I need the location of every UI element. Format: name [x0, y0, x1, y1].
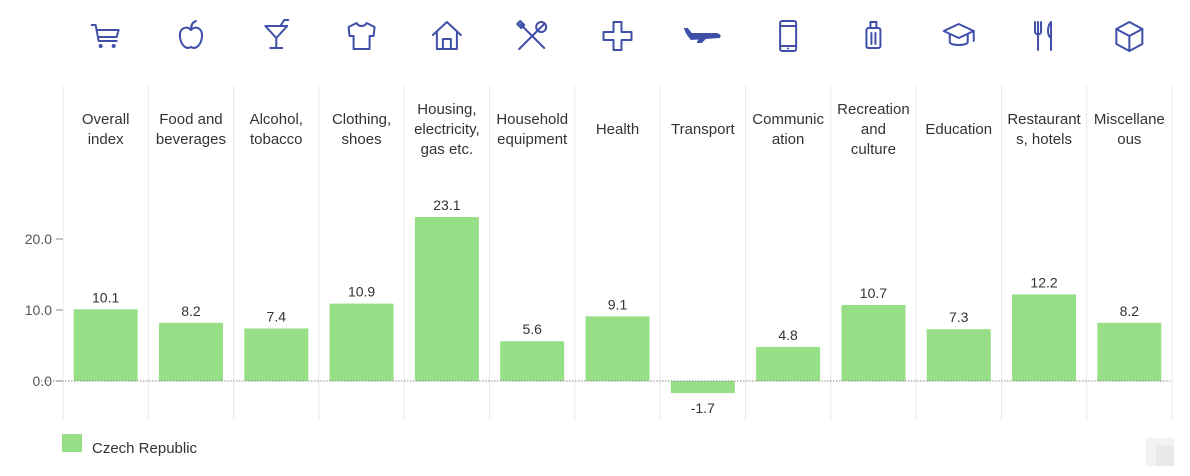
- bar[interactable]: [73, 309, 138, 381]
- category-label-line: shoes: [342, 131, 382, 148]
- smartphone-icon: [779, 20, 798, 52]
- bar[interactable]: [756, 346, 821, 381]
- bar[interactable]: [329, 303, 394, 381]
- bar[interactable]: [926, 329, 991, 381]
- category-label: Alcohol, tobacco: [250, 111, 303, 148]
- category-label: Food and beverages: [156, 111, 226, 148]
- legend[interactable]: Czech Republic: [62, 434, 198, 457]
- bars: [73, 216, 1162, 394]
- category-label-line: Transport: [671, 121, 735, 138]
- bar[interactable]: [244, 328, 309, 381]
- category-label-line: tobacco: [250, 131, 303, 148]
- cutlery-icon: [1034, 21, 1053, 51]
- y-tick-label: 10.0: [25, 302, 52, 318]
- box-icon: [1115, 21, 1144, 52]
- category-label-line: Housing,: [417, 101, 476, 118]
- category-label: Health: [596, 121, 639, 138]
- category-label-line: Household: [496, 111, 568, 128]
- bar[interactable]: [841, 305, 906, 381]
- data-label: 7.4: [267, 308, 287, 324]
- data-label: 7.3: [949, 309, 969, 325]
- category-label-line: Education: [925, 121, 992, 138]
- category-label-line: Restaurant: [1007, 111, 1081, 128]
- data-label: 10.7: [860, 285, 887, 301]
- category-label-line: Alcohol,: [250, 111, 303, 128]
- category-label-line: Communic: [752, 111, 824, 128]
- house-icon: [431, 21, 462, 50]
- category-label: Communic ation: [752, 111, 824, 148]
- category-label-line: Health: [596, 121, 639, 138]
- category-label-line: index: [88, 131, 124, 148]
- data-label: 10.1: [92, 289, 119, 305]
- category-label: Overall index: [82, 111, 130, 148]
- suitcase-icon: [865, 21, 882, 49]
- category-label-line: Recreation: [837, 101, 910, 118]
- category-label-line: equipment: [497, 131, 568, 148]
- category-label-line: culture: [851, 141, 896, 158]
- gridlines: [62, 86, 1173, 420]
- value-labels: 10.1 8.2 7.4 10.9 23.1 5.6 9.1 -1.7 4.8 10.7 7.3 12…: [92, 197, 1139, 416]
- apple-icon: [178, 20, 203, 49]
- data-label: 10.9: [348, 284, 375, 300]
- legend-swatch: [62, 434, 82, 452]
- legend-label: Czech Republic: [92, 440, 198, 457]
- data-label: 8.2: [1120, 303, 1140, 319]
- category-label: Transport: [671, 121, 735, 138]
- category-label: Education: [925, 121, 992, 138]
- health-cross-icon: [602, 21, 633, 51]
- shirt-icon: [347, 22, 376, 50]
- graduation-cap-icon: [942, 23, 975, 46]
- bar[interactable]: [158, 322, 223, 381]
- category-label-line: and: [861, 121, 886, 138]
- category-label-line: ous: [1117, 131, 1141, 148]
- tools-icon: [516, 20, 548, 50]
- category-label: Housing, electricity, gas etc.: [414, 101, 480, 158]
- bar[interactable]: [585, 316, 650, 381]
- airplane-icon: [683, 28, 721, 43]
- category-label-line: Overall: [82, 111, 130, 128]
- resize-handle-icon[interactable]: [1146, 438, 1174, 466]
- category-label-line: Miscellane: [1094, 111, 1165, 128]
- data-label: 8.2: [181, 303, 201, 319]
- category-labels: Overall index Food and beverages Alcohol, tob…: [82, 101, 1165, 158]
- data-label: -1.7: [691, 400, 715, 416]
- category-label-line: Clothing,: [332, 111, 391, 128]
- category-label: Clothing, shoes: [332, 111, 391, 148]
- data-label: 5.6: [522, 321, 542, 337]
- category-label: Miscellane ous: [1094, 111, 1165, 148]
- category-label-line: Food and: [159, 111, 222, 128]
- category-label: Household equipment: [496, 111, 568, 148]
- bar[interactable]: [670, 381, 735, 394]
- data-label: 23.1: [433, 197, 460, 213]
- data-label: 4.8: [778, 327, 798, 343]
- category-label-line: electricity,: [414, 121, 480, 138]
- category-icons: [90, 19, 1144, 52]
- bar[interactable]: [1012, 294, 1077, 381]
- bar[interactable]: [1097, 322, 1162, 381]
- category-label-line: s, hotels: [1016, 131, 1072, 148]
- category-label: Recreation and culture: [837, 101, 910, 158]
- shopping-cart-icon: [90, 24, 120, 48]
- y-axis: 0.010.020.0: [25, 231, 63, 389]
- category-label: Restaurant s, hotels: [1007, 111, 1081, 148]
- data-label: 9.1: [608, 296, 628, 312]
- y-tick-label: 20.0: [25, 231, 52, 247]
- category-label-line: ation: [772, 131, 805, 148]
- data-label: 12.2: [1030, 274, 1057, 290]
- category-label-line: gas etc.: [421, 141, 474, 158]
- cocktail-glass-icon: [264, 19, 290, 49]
- bar[interactable]: [500, 341, 565, 381]
- category-label-line: beverages: [156, 131, 226, 148]
- bar[interactable]: [414, 216, 479, 381]
